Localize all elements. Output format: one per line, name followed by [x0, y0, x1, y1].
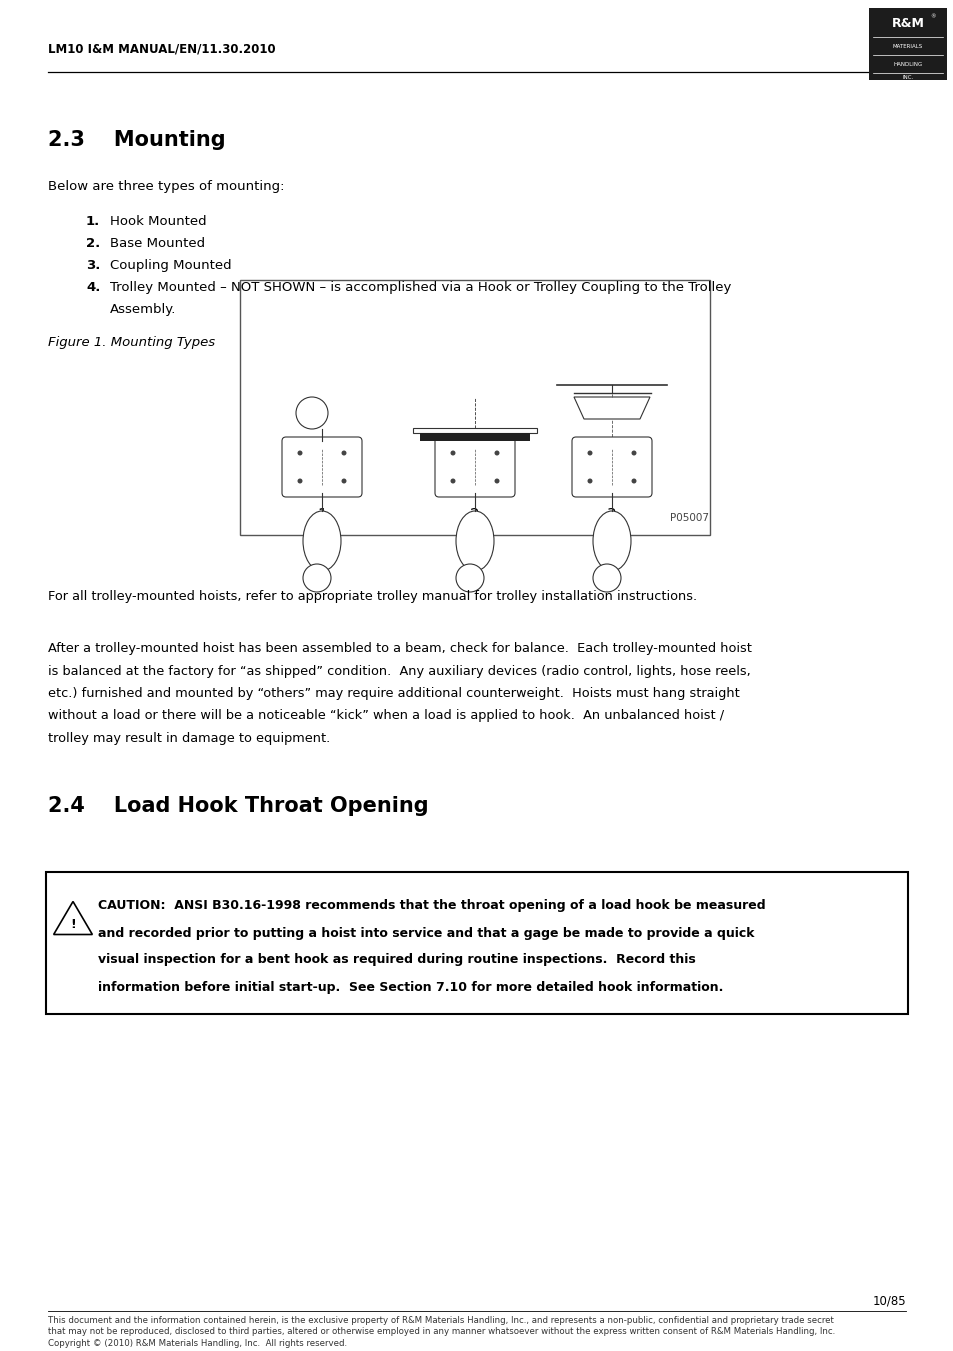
Text: Hook Mounted: Hook Mounted [110, 215, 207, 228]
Text: INC.: INC. [902, 74, 913, 80]
Text: etc.) furnished and mounted by “others” may require additional counterweight.  H: etc.) furnished and mounted by “others” … [48, 688, 739, 700]
Circle shape [587, 450, 592, 455]
Text: Trolley Mounted – NOT SHOWN – is accomplished via a Hook or Trolley Coupling to : Trolley Mounted – NOT SHOWN – is accompl… [110, 281, 731, 295]
Text: 3.: 3. [86, 259, 100, 272]
Text: visual inspection for a bent hook as required during routine inspections.  Recor: visual inspection for a bent hook as req… [98, 954, 695, 966]
Text: trolley may result in damage to equipment.: trolley may result in damage to equipmen… [48, 732, 330, 744]
Circle shape [631, 478, 636, 484]
Text: Base Mounted: Base Mounted [110, 236, 205, 250]
Text: 4.: 4. [86, 281, 100, 295]
Text: and recorded prior to putting a hoist into service and that a gage be made to pr: and recorded prior to putting a hoist in… [98, 927, 754, 939]
FancyBboxPatch shape [282, 436, 361, 497]
Circle shape [450, 478, 455, 484]
Circle shape [450, 450, 455, 455]
Text: !: ! [71, 917, 76, 931]
Text: 3: 3 [606, 508, 617, 523]
Text: 2: 2 [470, 508, 479, 523]
Circle shape [494, 450, 499, 455]
Text: is balanced at the factory for “as shipped” condition.  Any auxiliary devices (r: is balanced at the factory for “as shipp… [48, 665, 750, 677]
Bar [868, 8, 946, 80]
Ellipse shape [456, 511, 494, 571]
Text: HANDLING: HANDLING [892, 62, 922, 66]
Circle shape [341, 478, 346, 484]
Text: Copyright © (2010) R&M Materials Handling, Inc.  All rights reserved.: Copyright © (2010) R&M Materials Handlin… [48, 1339, 347, 1348]
Text: CAUTION:  ANSI B30.16-1998 recommends that the throat opening of a load hook be : CAUTION: ANSI B30.16-1998 recommends tha… [98, 900, 765, 912]
Text: Coupling Mounted: Coupling Mounted [110, 259, 232, 272]
Text: Figure 1. Mounting Types: Figure 1. Mounting Types [48, 336, 214, 349]
Text: After a trolley-mounted hoist has been assembled to a beam, check for balance.  : After a trolley-mounted hoist has been a… [48, 642, 751, 655]
Bar [46, 871, 907, 1013]
Text: 2.: 2. [86, 236, 100, 250]
Bar [240, 280, 709, 535]
Text: This document and the information contained herein, is the exclusive property of: This document and the information contai… [48, 1316, 833, 1325]
Text: MATERIALS: MATERIALS [892, 43, 923, 49]
Circle shape [593, 563, 620, 592]
FancyBboxPatch shape [435, 436, 515, 497]
Circle shape [587, 478, 592, 484]
Text: 2.3    Mounting: 2.3 Mounting [48, 130, 226, 150]
Circle shape [631, 450, 636, 455]
Circle shape [295, 397, 328, 430]
Text: P05007: P05007 [669, 513, 708, 523]
Text: 1.: 1. [86, 215, 100, 228]
Text: 10/85: 10/85 [871, 1294, 905, 1306]
Text: R&M: R&M [891, 18, 923, 30]
Circle shape [297, 478, 302, 484]
Circle shape [297, 450, 302, 455]
Circle shape [456, 563, 483, 592]
Text: For all trolley-mounted hoists, refer to appropriate trolley manual for trolley : For all trolley-mounted hoists, refer to… [48, 590, 697, 603]
Polygon shape [53, 901, 92, 935]
Ellipse shape [593, 511, 630, 571]
Circle shape [341, 450, 346, 455]
Circle shape [494, 478, 499, 484]
Bar [413, 427, 537, 434]
Text: information before initial start-up.  See Section 7.10 for more detailed hook in: information before initial start-up. See… [98, 981, 722, 993]
FancyBboxPatch shape [572, 436, 651, 497]
Ellipse shape [303, 511, 340, 571]
Bar [419, 434, 530, 440]
Polygon shape [574, 397, 649, 419]
Text: that may not be reproduced, disclosed to third parties, altered or otherwise emp: that may not be reproduced, disclosed to… [48, 1328, 835, 1336]
Text: without a load or there will be a noticeable “kick” when a load is applied to ho: without a load or there will be a notice… [48, 709, 723, 723]
Text: ®: ® [929, 14, 935, 19]
Circle shape [303, 563, 331, 592]
Text: Below are three types of mounting:: Below are three types of mounting: [48, 180, 284, 193]
Text: Assembly.: Assembly. [110, 303, 176, 316]
Text: 2.4    Load Hook Throat Opening: 2.4 Load Hook Throat Opening [48, 797, 428, 816]
Text: LM10 I&M MANUAL/EN/11.30.2010: LM10 I&M MANUAL/EN/11.30.2010 [48, 42, 275, 55]
Text: 1: 1 [316, 508, 327, 523]
